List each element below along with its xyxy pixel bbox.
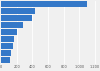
Bar [1, 43, 13, 49]
Bar [1, 29, 17, 35]
Bar [1, 57, 10, 63]
Bar [1, 1, 87, 7]
Bar [1, 8, 35, 14]
Bar [1, 36, 14, 42]
Bar [1, 50, 11, 56]
Bar [1, 22, 23, 28]
Bar [1, 15, 32, 21]
